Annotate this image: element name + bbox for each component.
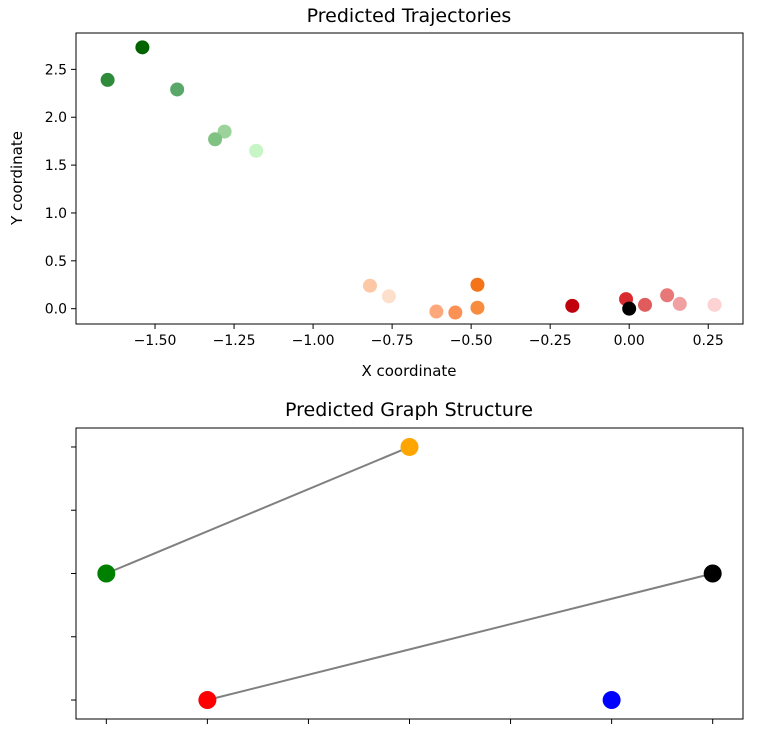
graph-node-green [97, 564, 116, 583]
graph-structure-plot-area [75, 427, 744, 720]
trajectory-point [362, 278, 377, 293]
trajectory-point [100, 72, 115, 87]
trajectory-point [170, 82, 185, 97]
trajectory-point [660, 288, 675, 303]
graph-structure-nodes [97, 437, 722, 710]
x-tick-label: 0.00 [614, 333, 645, 349]
graph-structure-x-ticks [105, 719, 714, 724]
trajectories-x-label: X coordinate [361, 362, 456, 380]
trajectories-plot-area [75, 32, 744, 325]
y-tick-label: 0.5 [45, 254, 67, 270]
graph-node-orange [400, 437, 419, 456]
y-tick-label: 2.0 [45, 110, 67, 126]
trajectories-y-ticks: 0.0 0.5 1.0 1.5 2.0 2.5 [45, 62, 76, 318]
x-tick-label: −1.00 [292, 333, 335, 349]
graph-node-blue [602, 691, 621, 710]
trajectories-title: Predicted Trajectories [307, 5, 512, 27]
trajectories-points [100, 40, 722, 320]
trajectory-point [707, 297, 722, 312]
trajectory-point [429, 304, 444, 319]
trajectories-panel: Predicted Trajectories −1.50 −1.25 −1.00 −0… [8, 5, 744, 380]
y-tick-label: 0.0 [45, 302, 67, 318]
graph-structure-panel: Predicted Graph Structure [71, 399, 744, 724]
trajectory-point [381, 289, 396, 304]
trajectories-y-label: Y coordinate [8, 131, 26, 226]
graph-node-red [198, 691, 217, 710]
x-tick-label: −1.50 [134, 333, 177, 349]
x-tick-label: −0.25 [529, 333, 572, 349]
trajectory-point [638, 297, 653, 312]
graph-node-black [703, 564, 722, 583]
x-tick-label: −1.25 [213, 333, 256, 349]
trajectory-point [622, 301, 637, 316]
trajectory-point [448, 305, 463, 320]
graph-structure-y-ticks [71, 446, 76, 701]
graph-structure-edges [105, 446, 713, 701]
trajectory-point [470, 300, 485, 315]
x-tick-label: −0.50 [450, 333, 493, 349]
trajectory-point [217, 124, 232, 139]
trajectory-point [249, 143, 264, 158]
x-tick-label: 0.25 [693, 333, 724, 349]
y-tick-label: 2.5 [45, 62, 67, 78]
trajectory-point [470, 277, 485, 292]
y-tick-label: 1.0 [45, 206, 67, 222]
graph-edge [207, 572, 713, 701]
trajectory-point [208, 132, 223, 147]
trajectory-point [135, 40, 150, 55]
trajectory-point [565, 298, 580, 313]
graph-edge [105, 446, 410, 575]
y-tick-label: 1.5 [45, 158, 67, 174]
x-tick-label: −0.75 [371, 333, 414, 349]
trajectories-x-ticks: −1.50 −1.25 −1.00 −0.75 −0.50 −0.25 0.00 0.25 [134, 324, 724, 349]
graph-structure-title: Predicted Graph Structure [285, 399, 533, 421]
trajectory-point [672, 296, 687, 311]
